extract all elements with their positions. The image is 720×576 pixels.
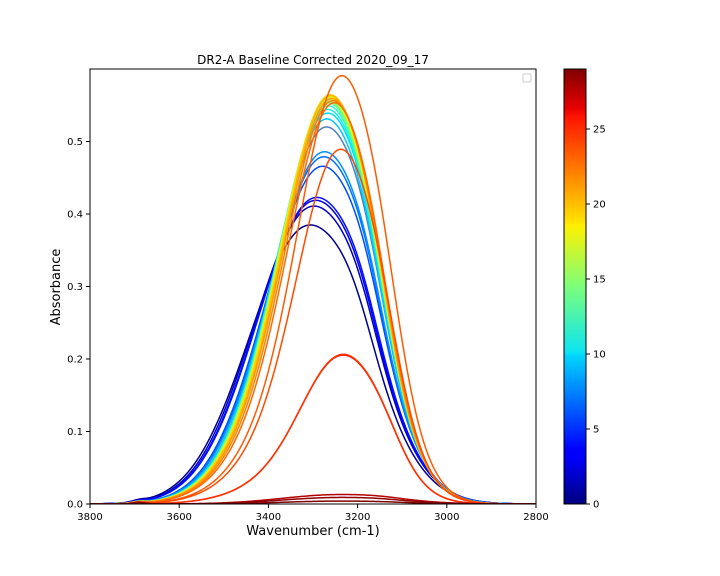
x-tick-label: 3800 xyxy=(77,512,102,523)
x-tick-label: 3000 xyxy=(434,512,459,523)
legend-box[interactable] xyxy=(522,73,532,83)
series-line xyxy=(90,148,536,504)
colorbar-tick-label: 5 xyxy=(593,425,599,436)
x-tick-label: 3400 xyxy=(256,512,281,523)
x-axis-label: Wavenumber (cm-1) xyxy=(246,524,379,539)
y-tick-label: 0.5 xyxy=(67,137,83,148)
x-tick-label: 2800 xyxy=(523,512,548,523)
series-group xyxy=(90,74,536,504)
colorbar-tick-label: 20 xyxy=(593,200,606,211)
colorbar-tick-label: 15 xyxy=(593,275,606,286)
y-tick-label: 0.3 xyxy=(67,282,83,293)
y-tick-label: 0.0 xyxy=(67,500,83,511)
x-axis: 3800 3600 3400 3200 3000 2800 xyxy=(77,504,549,523)
colorbar-tick-label: 10 xyxy=(593,350,606,361)
colorbar-axis: 0 5 10 15 20 25 xyxy=(586,125,606,511)
y-tick-label: 0.1 xyxy=(67,427,83,438)
x-tick-label: 3600 xyxy=(166,512,191,523)
colorbar-tick-label: 0 xyxy=(593,500,599,511)
chart-title: DR2-A Baseline Corrected 2020_09_17 xyxy=(197,53,429,67)
x-tick-label: 3200 xyxy=(345,512,370,523)
y-axis-label: Absorbance xyxy=(49,249,64,326)
colorbar-tick-label: 25 xyxy=(593,125,606,136)
y-tick-label: 0.2 xyxy=(67,355,83,366)
colorbar-frame xyxy=(563,68,587,505)
y-axis: 0.0 0.1 0.2 0.3 0.4 0.5 xyxy=(67,137,90,511)
colorbar-gradient xyxy=(564,69,586,504)
y-tick-label: 0.4 xyxy=(67,210,83,221)
